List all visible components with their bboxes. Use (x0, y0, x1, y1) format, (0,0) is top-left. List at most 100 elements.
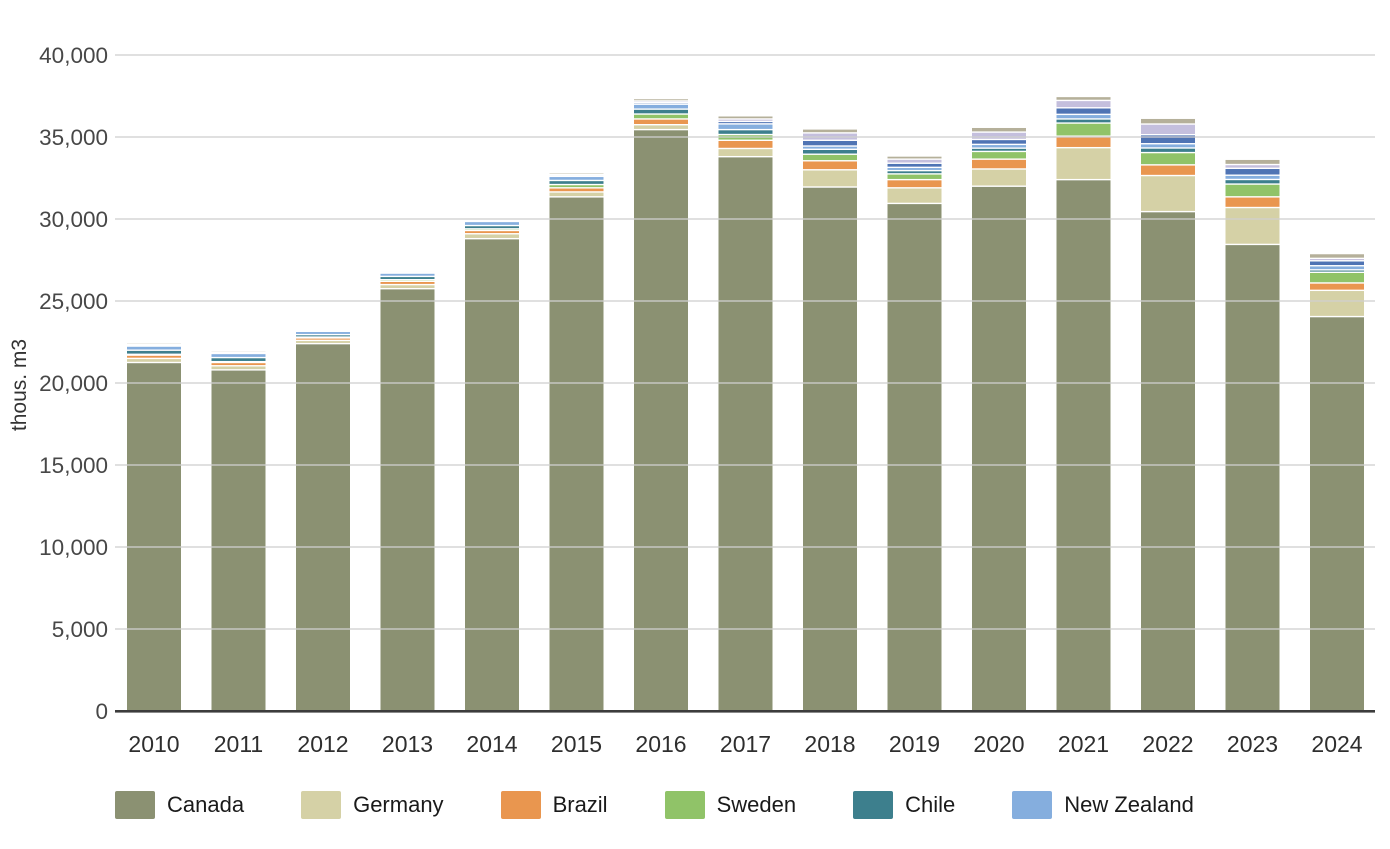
segment-separator (1141, 210, 1195, 213)
bar-segment (972, 139, 1026, 145)
legend-item-germany[interactable]: Germany (301, 791, 444, 819)
bar-segment (127, 346, 181, 351)
segment-separator (887, 187, 942, 189)
segment-separator (1225, 167, 1280, 170)
bar-segment (1056, 136, 1111, 148)
bar-2018 (803, 129, 857, 711)
segment-separator (549, 191, 604, 193)
segment-separator (634, 124, 688, 126)
segment-separator (1141, 143, 1195, 145)
segment-separator (211, 365, 266, 367)
bar-segment (972, 132, 1026, 140)
segment-separator (296, 339, 350, 342)
bar-segment (718, 140, 773, 149)
segment-separator (1225, 174, 1280, 176)
bar-segment (1056, 107, 1111, 115)
x-tick-label: 2021 (1058, 731, 1109, 757)
gridlines (115, 54, 1375, 630)
segment-separator (1056, 118, 1111, 120)
bar-segment (211, 365, 266, 370)
bar-segment (211, 357, 266, 362)
legend-item-chile[interactable]: Chile (853, 791, 955, 819)
bar-segment (718, 121, 773, 124)
bar-segment (1225, 179, 1280, 185)
segment-separator (718, 139, 773, 141)
y-axis-title: thous. m3 (8, 338, 31, 432)
segment-separator (1056, 146, 1111, 149)
bar-segment (718, 118, 773, 122)
segment-separator (549, 187, 604, 189)
segment-separator (1056, 178, 1111, 181)
legend-label: Germany (353, 792, 444, 817)
bar-2010 (127, 343, 181, 711)
segment-separator (127, 357, 181, 360)
segment-separator (127, 353, 181, 355)
segment-separator (634, 108, 688, 110)
legend-item-new-zealand[interactable]: New Zealand (1012, 791, 1194, 819)
bar-segment (1141, 124, 1195, 135)
bar-segment (972, 151, 1026, 160)
bar-segment (465, 228, 519, 231)
bar-segment (634, 124, 688, 130)
segment-separator (1310, 289, 1364, 292)
bar-segment (211, 362, 266, 366)
bar-segment (887, 163, 942, 168)
legend-item-sweden[interactable]: Sweden (664, 791, 797, 819)
bar-segment (465, 230, 519, 234)
x-tick-label: 2010 (128, 731, 179, 757)
bar-segment (972, 159, 1026, 169)
bar-segment (1056, 118, 1111, 124)
segment-separator (718, 155, 773, 158)
bar-segment (549, 191, 604, 197)
bar-segment (549, 176, 604, 181)
legend-item-brazil[interactable]: Brazil (500, 791, 608, 819)
legend-label: Sweden (716, 792, 797, 817)
segment-separator (1141, 174, 1195, 177)
bar-segment (887, 167, 942, 171)
x-tick-label: 2023 (1227, 731, 1278, 757)
segment-separator (887, 158, 942, 160)
bar-segment (296, 343, 350, 711)
x-tick-label: 2013 (382, 731, 433, 757)
bar-segment (634, 109, 688, 115)
gridline (115, 628, 1375, 630)
bar-segment (803, 187, 857, 711)
bar-segment (211, 369, 266, 711)
chart-legend: Canada Germany Brazil Sweden Chile New Zealan… (115, 791, 1251, 819)
legend-label: Brazil (552, 792, 608, 817)
x-tick-label: 2011 (214, 731, 263, 757)
bar-segment (887, 156, 942, 160)
segment-separator (634, 101, 688, 104)
segment-separator (211, 351, 266, 353)
bar-2017 (718, 116, 773, 711)
segment-separator (380, 283, 435, 286)
segment-separator (634, 128, 688, 131)
segment-separator (718, 120, 773, 123)
segment-separator (127, 354, 181, 356)
bar-segment (549, 196, 604, 712)
segment-separator (1141, 147, 1195, 149)
bar-segment (1225, 207, 1280, 245)
legend-item-canada[interactable]: Canada (115, 791, 244, 819)
legend-swatch (664, 791, 705, 819)
segment-separator (380, 271, 435, 273)
bar-segment (972, 127, 1026, 133)
segment-separator (211, 369, 266, 371)
gridline (115, 218, 1375, 220)
x-tick-label: 2024 (1311, 731, 1362, 757)
segment-separator (1310, 265, 1364, 267)
bar-segment (1141, 211, 1195, 711)
segment-separator (465, 220, 519, 223)
bar-segment (465, 221, 519, 226)
bar-segment (1056, 147, 1111, 180)
segment-separator (127, 361, 181, 364)
bar-segment (380, 284, 435, 289)
legend-label: Canada (167, 792, 245, 817)
bar-segment (634, 104, 688, 110)
segment-separator (211, 352, 266, 355)
segment-separator (296, 336, 350, 338)
gridline (115, 464, 1375, 466)
segment-separator (718, 123, 773, 125)
segment-separator (549, 175, 604, 178)
segment-separator (803, 132, 857, 134)
